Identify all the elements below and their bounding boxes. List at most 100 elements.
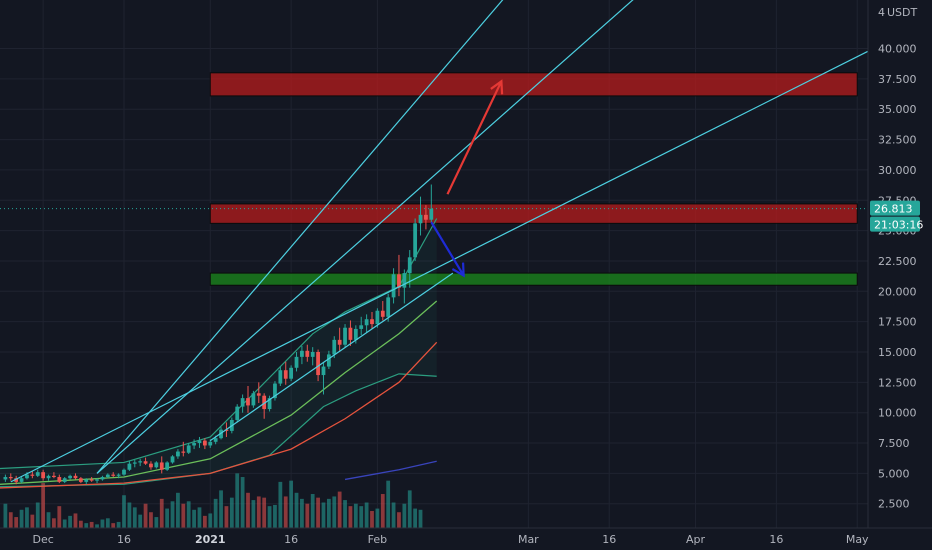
candle-body [429, 208, 434, 220]
time-tick-label: 2021 [195, 533, 226, 546]
bollinger-bands [0, 218, 438, 488]
volume-bar [407, 490, 412, 528]
volume-bar [283, 496, 288, 528]
time-tick-label: Apr [686, 533, 706, 546]
candle-body [132, 462, 137, 464]
volume-bar [294, 492, 299, 528]
trendline [10, 48, 874, 483]
volume-bar [278, 481, 283, 528]
volume-bar [95, 524, 99, 528]
candle-body [332, 339, 337, 355]
price-scale[interactable]: 2.500 5.000 7.500 10.000 12.500 15.000 17.500 2… [867, 0, 932, 528]
candle-body [208, 441, 213, 446]
candle-body [321, 366, 326, 376]
volume-bar [165, 508, 170, 528]
candle-body [105, 474, 110, 478]
ma-red [0, 341, 438, 489]
candle-body [84, 479, 89, 482]
up-arrow [446, 80, 503, 195]
price-tick-label: 20.000 [878, 285, 917, 298]
volume-bar [170, 501, 175, 528]
candle-body [240, 398, 245, 407]
candle-body [424, 214, 428, 220]
time-ticks: Dec 16 2021 16 Feb Mar 16 Apr 16 May [32, 533, 869, 546]
volume-bar [138, 514, 143, 528]
candle-body [235, 406, 240, 420]
candle-body [391, 274, 396, 298]
candle-body [57, 477, 62, 482]
countdown-label: 21:03:16 [874, 219, 923, 232]
candle-body [116, 474, 121, 476]
candle-body [30, 474, 35, 476]
volume-bar [289, 480, 294, 528]
candle-body [3, 477, 8, 480]
time-tick-label: Feb [368, 533, 387, 546]
volume-bar [192, 509, 196, 528]
time-scale[interactable]: Dec 16 2021 16 Feb Mar 16 Apr 16 May [0, 527, 932, 550]
price-tick-label: 35.000 [878, 103, 917, 116]
candle-body [375, 310, 380, 325]
volume-bar [100, 519, 105, 528]
trendline [96, 0, 504, 474]
candle-body [62, 478, 67, 482]
volume-bar [68, 515, 72, 528]
last-price-box [870, 200, 920, 216]
time-scale-background [0, 528, 932, 550]
candle-body [294, 356, 299, 368]
candle-body [343, 327, 347, 345]
volume-bar [19, 509, 24, 528]
currency-prefix: 4 [878, 6, 885, 19]
candle-body [165, 462, 170, 470]
up-arrow-head [490, 79, 504, 95]
time-tick-label: 16 [284, 533, 298, 546]
candle-body [359, 325, 364, 329]
volume-bar [154, 517, 159, 528]
candle-body [25, 474, 29, 479]
ma-green [0, 300, 438, 485]
volume-bar [316, 497, 320, 528]
volume-bar [337, 491, 342, 528]
volume-bar [326, 498, 331, 528]
candle-body [181, 451, 186, 453]
candle-body [348, 327, 353, 340]
volume-bar [181, 503, 186, 528]
candle-body [386, 297, 391, 317]
volume-bar [246, 492, 250, 528]
candle-body [78, 478, 83, 482]
volume-bar [397, 512, 401, 528]
volume-bar [375, 508, 380, 528]
candle-body [353, 328, 358, 340]
volume-bar [208, 513, 213, 528]
candle-body [310, 352, 315, 357]
volume-bar [370, 511, 374, 528]
volume-bar [62, 519, 67, 528]
price-tick-label: 15.000 [878, 346, 917, 359]
candle-body [14, 478, 19, 482]
volume-bar [402, 503, 407, 528]
bollinger-lower [0, 373, 437, 488]
candle-body [143, 461, 148, 464]
volume-bar [213, 498, 218, 528]
trendline [209, 272, 454, 442]
price-tick-label: 7.500 [878, 437, 910, 450]
volume-bar [386, 480, 391, 528]
volume-bar [105, 518, 110, 528]
currency-label[interactable]: USDT [887, 6, 918, 19]
volume-bar [186, 501, 191, 528]
volume-bar [3, 503, 8, 528]
volume-bar [273, 504, 277, 528]
time-tick-label: May [846, 533, 869, 546]
candle-body [413, 223, 418, 258]
volume-bar [348, 506, 353, 528]
volume-bar [267, 506, 272, 528]
candle-body [111, 474, 116, 476]
trendlines [0, 0, 874, 483]
price-tick-label: 2.500 [878, 498, 910, 511]
candles [3, 184, 434, 485]
candle-body [219, 429, 223, 439]
volume-bar [52, 518, 56, 528]
volume-bar [364, 502, 369, 528]
price-tick-label: 10.000 [878, 407, 917, 420]
volume-bar [262, 497, 267, 528]
